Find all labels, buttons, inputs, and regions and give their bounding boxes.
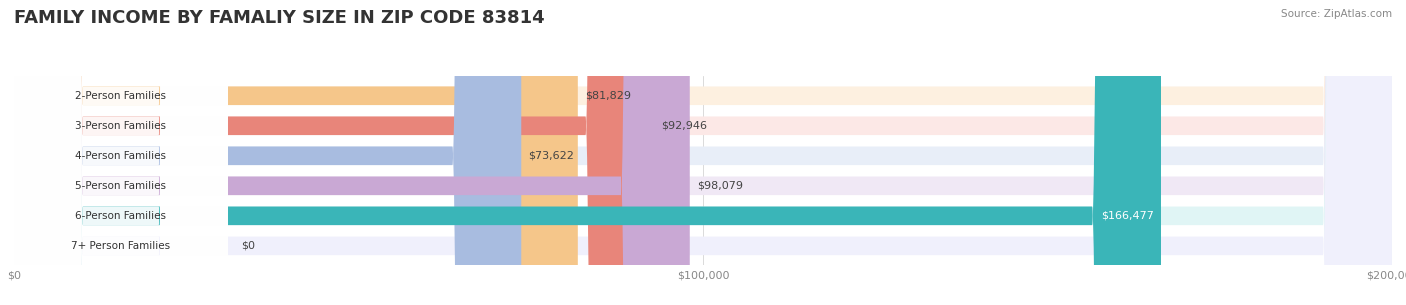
FancyBboxPatch shape (14, 0, 690, 305)
FancyBboxPatch shape (14, 0, 1392, 305)
FancyBboxPatch shape (14, 0, 228, 305)
FancyBboxPatch shape (14, 0, 228, 305)
FancyBboxPatch shape (14, 0, 228, 305)
FancyBboxPatch shape (14, 0, 522, 305)
FancyBboxPatch shape (14, 0, 1392, 305)
Text: 7+ Person Families: 7+ Person Families (72, 241, 170, 251)
FancyBboxPatch shape (14, 0, 1392, 305)
Text: 4-Person Families: 4-Person Families (76, 151, 166, 161)
FancyBboxPatch shape (14, 0, 578, 305)
FancyBboxPatch shape (14, 0, 654, 305)
Text: 3-Person Families: 3-Person Families (76, 121, 166, 131)
Text: Source: ZipAtlas.com: Source: ZipAtlas.com (1281, 9, 1392, 19)
Text: FAMILY INCOME BY FAMALIY SIZE IN ZIP CODE 83814: FAMILY INCOME BY FAMALIY SIZE IN ZIP COD… (14, 9, 544, 27)
Text: $98,079: $98,079 (696, 181, 742, 191)
FancyBboxPatch shape (14, 0, 1161, 305)
Text: $81,829: $81,829 (585, 91, 631, 101)
Text: $0: $0 (242, 241, 256, 251)
Text: 2-Person Families: 2-Person Families (76, 91, 166, 101)
Text: $166,477: $166,477 (1101, 211, 1154, 221)
FancyBboxPatch shape (14, 0, 228, 305)
FancyBboxPatch shape (14, 0, 1392, 305)
FancyBboxPatch shape (14, 0, 1392, 305)
FancyBboxPatch shape (14, 0, 1392, 305)
Text: $73,622: $73,622 (529, 151, 574, 161)
Text: 6-Person Families: 6-Person Families (76, 211, 166, 221)
Text: 5-Person Families: 5-Person Families (76, 181, 166, 191)
Text: $92,946: $92,946 (661, 121, 707, 131)
FancyBboxPatch shape (14, 0, 228, 305)
FancyBboxPatch shape (14, 0, 228, 305)
